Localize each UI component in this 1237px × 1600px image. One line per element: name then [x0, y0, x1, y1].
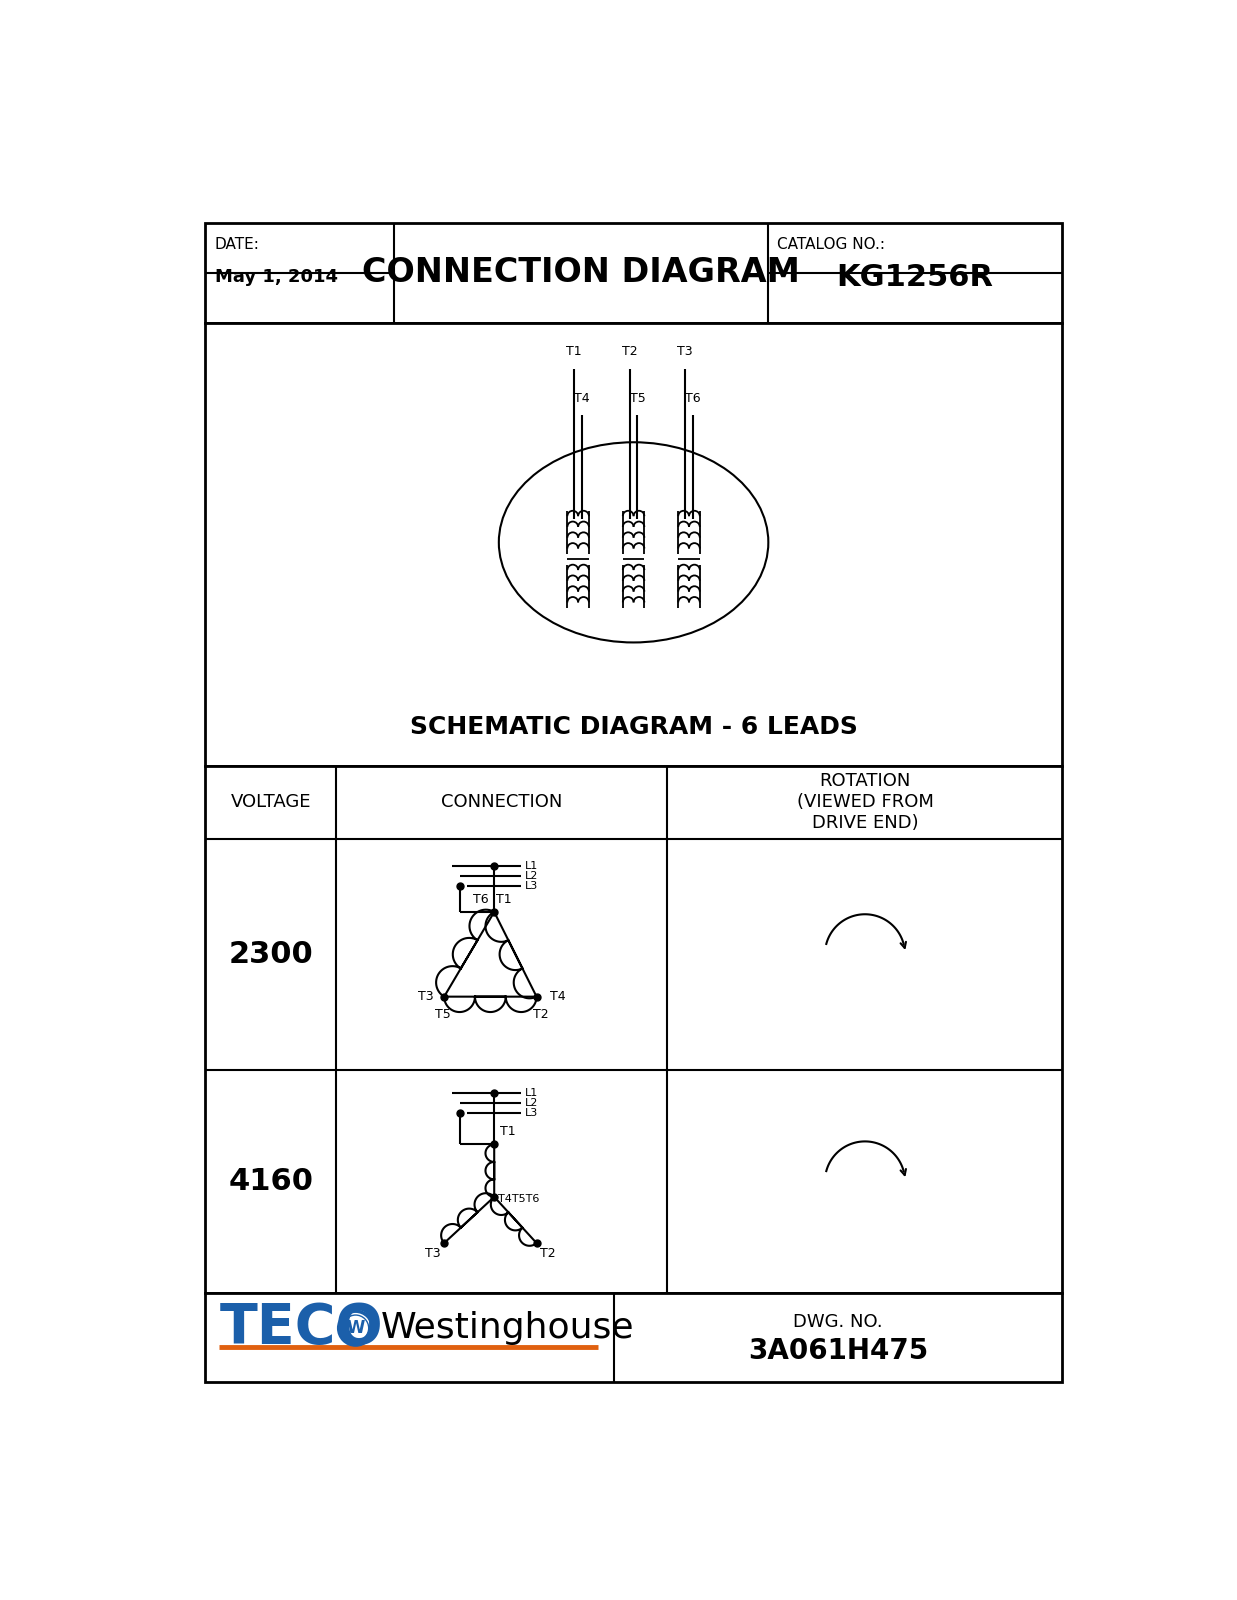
Text: TECO: TECO	[219, 1301, 383, 1355]
Text: T1: T1	[501, 1125, 516, 1138]
Text: DATE:: DATE:	[215, 237, 260, 251]
Text: T3: T3	[418, 990, 433, 1003]
Text: T3: T3	[424, 1246, 440, 1259]
Text: L1: L1	[524, 861, 538, 870]
Text: ROTATION
(VIEWED FROM
DRIVE END): ROTATION (VIEWED FROM DRIVE END)	[797, 773, 934, 832]
Bar	[205, 222, 1063, 323]
Text: T6: T6	[685, 392, 700, 405]
Text: 3A061H475: 3A061H475	[748, 1338, 928, 1365]
Text: CATALOG NO.:: CATALOG NO.:	[777, 237, 884, 251]
Text: T4T5T6: T4T5T6	[499, 1194, 539, 1205]
Text: T6: T6	[473, 893, 489, 906]
Text: May 1, 2014: May 1, 2014	[215, 269, 338, 286]
Text: VOLTAGE: VOLTAGE	[230, 794, 312, 811]
Text: L2: L2	[524, 870, 538, 880]
Text: KG1256R: KG1256R	[836, 262, 993, 291]
Text: T5: T5	[630, 392, 646, 405]
Text: T4: T4	[574, 392, 590, 405]
Text: CONNECTION DIAGRAM: CONNECTION DIAGRAM	[362, 256, 800, 290]
Ellipse shape	[499, 442, 768, 643]
Text: T2: T2	[541, 1246, 557, 1259]
Text: 2300: 2300	[229, 939, 313, 970]
Text: L1: L1	[524, 1088, 538, 1098]
Text: DWG. NO.: DWG. NO.	[793, 1314, 883, 1331]
Text: L3: L3	[524, 1107, 538, 1118]
Bar	[205, 323, 1063, 766]
Text: T2: T2	[622, 346, 637, 358]
Text: T3: T3	[678, 346, 693, 358]
Text: 4160: 4160	[229, 1166, 313, 1195]
Text: T1: T1	[496, 893, 511, 906]
Text: W: W	[346, 1318, 365, 1338]
Text: CONNECTION: CONNECTION	[442, 794, 563, 811]
Text: T2: T2	[533, 1008, 548, 1021]
Text: T5: T5	[434, 1008, 450, 1021]
Text: Westinghouse: Westinghouse	[381, 1310, 635, 1346]
Text: L3: L3	[524, 880, 538, 891]
Text: T4: T4	[550, 990, 567, 1003]
Text: L2: L2	[524, 1098, 538, 1107]
Text: T1: T1	[567, 346, 583, 358]
Text: SCHEMATIC DIAGRAM - 6 LEADS: SCHEMATIC DIAGRAM - 6 LEADS	[409, 715, 858, 739]
Bar	[205, 766, 1063, 1293]
Bar	[205, 1293, 1063, 1382]
